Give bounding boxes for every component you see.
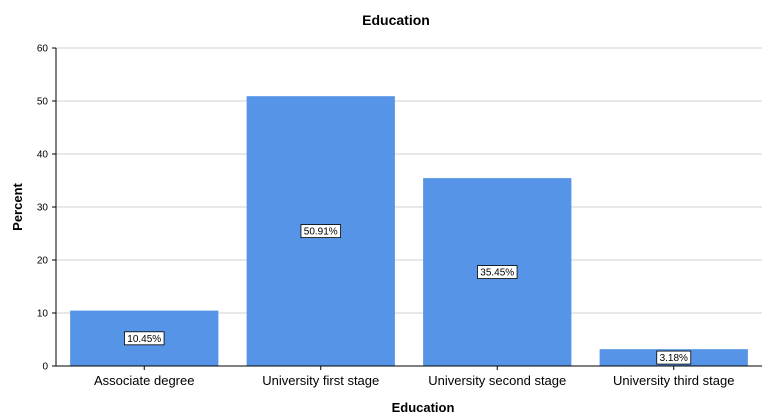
x-axis-title: Education — [392, 400, 455, 414]
y-tick-label: 60 — [37, 44, 49, 55]
chart-title: Education — [362, 12, 430, 28]
data-label: 3.18% — [660, 353, 688, 364]
x-axis-ticks: Associate degree University first stage Un… — [94, 366, 734, 388]
y-axis-ticks: 0 10 20 30 40 50 60 — [37, 44, 56, 373]
data-label-box — [124, 331, 165, 346]
y-tick-label: 40 — [37, 150, 49, 161]
data-label-box — [656, 350, 692, 365]
x-tick-label: University second stage — [428, 373, 566, 388]
data-label-box — [300, 224, 341, 238]
y-tick-label: 20 — [37, 256, 49, 267]
x-tick-label: Associate degree — [94, 373, 194, 388]
data-label-box — [477, 265, 518, 279]
data-label: 50.91% — [304, 227, 338, 238]
x-tick-label: University third stage — [613, 373, 734, 388]
y-tick-label: 0 — [42, 362, 48, 373]
data-label: 10.45% — [127, 334, 161, 345]
x-tick-label: University first stage — [262, 373, 379, 388]
data-labels: 10.45% 50.91% 35.45% 3.18% — [124, 224, 692, 365]
data-label: 35.45% — [480, 268, 514, 279]
y-tick-label: 10 — [37, 309, 49, 320]
y-tick-label: 50 — [37, 97, 49, 108]
y-tick-label: 30 — [37, 203, 49, 214]
y-axis-title: Percent — [10, 182, 25, 230]
